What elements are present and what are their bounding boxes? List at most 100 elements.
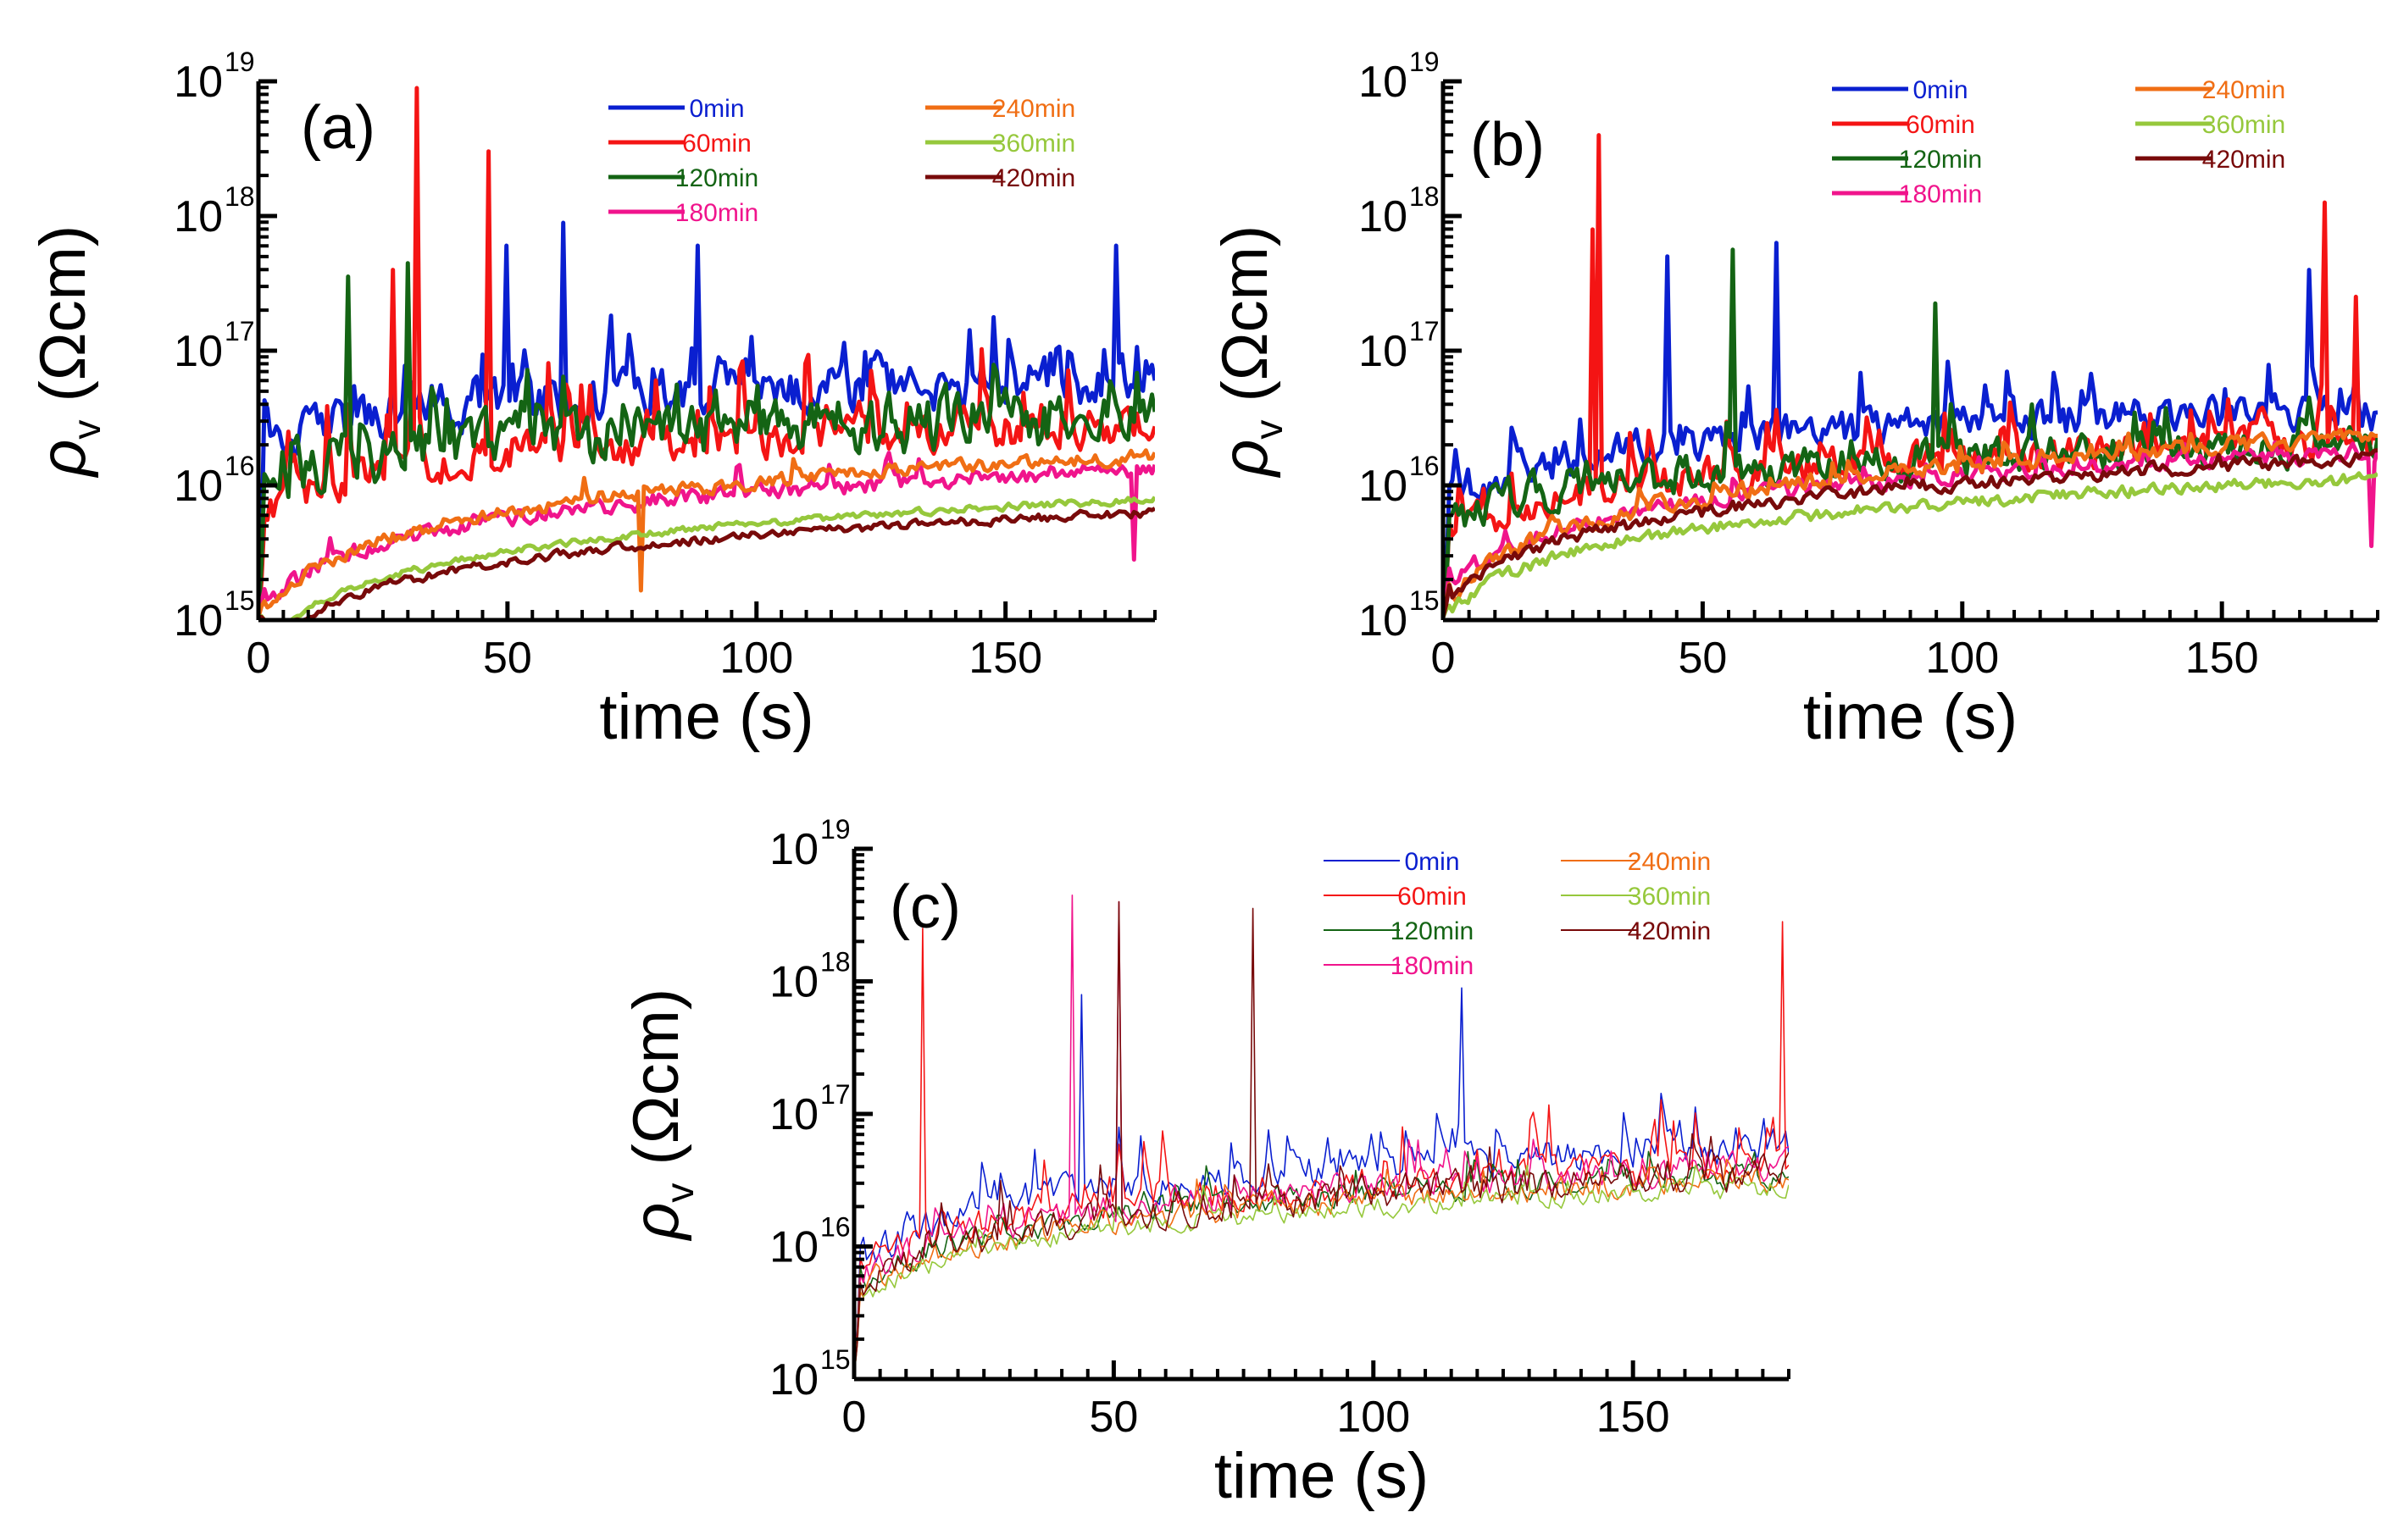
y-tick-exponent: 15	[1409, 585, 1440, 616]
y-tick-label: 10	[769, 1090, 819, 1139]
y-tick-exponent: 16	[820, 1212, 851, 1243]
y-tick-label: 10	[174, 192, 223, 241]
y-tick-exponent: 15	[225, 585, 255, 616]
legend-label: 0min	[1912, 76, 1968, 104]
y-tick-exponent: 18	[820, 947, 851, 978]
legend-label: 420min	[2202, 146, 2285, 174]
series-line-60min	[258, 86, 1155, 618]
x-tick-label: 150	[1596, 1393, 1670, 1442]
y-tick-label: 10	[1358, 327, 1407, 376]
legend-entry-360min: 360min	[1561, 883, 1711, 911]
x-axis-title: time (s)	[1803, 681, 2018, 753]
y-axis-title: ρv (Ωcm)	[27, 225, 108, 478]
series-lines	[258, 86, 1155, 620]
legend-entry-180min: 180min	[608, 199, 758, 227]
y-tick-label: 10	[769, 825, 819, 874]
legend-label: 120min	[1899, 146, 1982, 174]
y-tick-exponent: 15	[820, 1344, 851, 1375]
legend-label: 0min	[1404, 848, 1459, 876]
x-tick-label: 50	[483, 634, 532, 683]
series-line-420min	[854, 900, 1789, 1377]
series-line-240min	[258, 448, 1155, 618]
legend-entry-180min: 180min	[1324, 952, 1474, 980]
series-line-360min	[258, 496, 1155, 620]
y-tick-exponent: 19	[1409, 47, 1440, 77]
x-tick-label: 100	[1925, 634, 1999, 683]
legend-entry-0min: 0min	[608, 95, 745, 123]
y-tick-label: 10	[174, 58, 223, 107]
y-tick-label: 10	[769, 958, 819, 1007]
legend-entry-120min: 120min	[1832, 146, 1982, 174]
legend-entry-120min: 120min	[1324, 917, 1474, 945]
y-tick-exponent: 17	[1409, 316, 1440, 346]
x-tick-label: 150	[969, 634, 1042, 683]
legend-entry-240min: 240min	[1561, 848, 1711, 876]
y-tick-label: 10	[1358, 596, 1407, 645]
x-tick-label: 0	[842, 1393, 867, 1442]
legend: 0min 60min 120min 180min 240min 360min 420min	[608, 95, 1075, 227]
series-line-180min	[854, 895, 1789, 1377]
series-line-240min	[1443, 428, 2378, 618]
legend-entry-240min: 240min	[925, 95, 1075, 123]
x-tick-label: 50	[1089, 1393, 1138, 1442]
series-line-360min	[1443, 471, 2378, 618]
series-line-60min	[1443, 133, 2378, 618]
y-tick-exponent: 19	[820, 814, 851, 845]
legend-label: 360min	[992, 130, 1075, 158]
series-line-120min	[258, 261, 1155, 618]
legend-entry-60min: 60min	[1324, 883, 1467, 911]
legend-entry-360min: 360min	[2135, 111, 2285, 139]
legend: 0min 60min 120min 180min 240min 360min 420min	[1832, 76, 2285, 208]
legend-label: 360min	[2202, 111, 2285, 139]
x-tick-label: 0	[247, 634, 271, 683]
x-axis-title: time (s)	[599, 681, 813, 753]
legend-entry-120min: 120min	[608, 164, 758, 192]
legend-label: 240min	[2202, 76, 2285, 104]
y-tick-exponent: 17	[820, 1079, 851, 1110]
x-axis-title: time (s)	[1214, 1440, 1429, 1512]
series-line-180min	[1443, 440, 2378, 618]
legend-label: 240min	[992, 95, 1075, 123]
legend-entry-60min: 60min	[608, 130, 752, 158]
legend-label: 360min	[1628, 883, 1711, 911]
legend-entry-360min: 360min	[925, 130, 1075, 158]
y-tick-label: 10	[1358, 58, 1407, 107]
y-tick-label: 10	[174, 327, 223, 376]
legend: 0min 60min 120min 180min 240min 360min 420min	[1324, 848, 1711, 980]
x-tick-label: 100	[1336, 1393, 1410, 1442]
y-tick-exponent: 17	[225, 316, 255, 346]
legend-entry-180min: 180min	[1832, 180, 1982, 208]
series-line-120min	[854, 1150, 1789, 1377]
y-tick-exponent: 19	[225, 47, 255, 77]
y-tick-exponent: 16	[225, 451, 255, 481]
y-tick-label: 10	[174, 462, 223, 511]
legend-entry-420min: 420min	[925, 164, 1075, 192]
legend-label: 120min	[1391, 917, 1474, 945]
legend-label: 0min	[689, 95, 744, 123]
series-line-60min	[854, 921, 1789, 1377]
legend-label: 180min	[1899, 180, 1982, 208]
legend-label: 240min	[1628, 848, 1711, 876]
series-line-360min	[854, 1165, 1789, 1377]
y-axis-title: ρv (Ωcm)	[1209, 225, 1291, 478]
x-tick-label: 0	[1431, 634, 1456, 683]
x-tick-label: 100	[719, 634, 793, 683]
legend-label: 60min	[1906, 111, 1975, 139]
series-lines	[1443, 133, 2378, 618]
y-tick-label: 10	[1358, 192, 1407, 241]
panel-label: (c)	[890, 873, 961, 941]
legend-label: 180min	[1391, 952, 1474, 980]
y-tick-exponent: 18	[225, 181, 255, 212]
y-tick-label: 10	[769, 1223, 819, 1272]
panel-label: (a)	[301, 94, 375, 162]
y-tick-label: 10	[1358, 462, 1407, 511]
legend-label: 60min	[682, 130, 752, 158]
series-line-0min	[1443, 241, 2378, 618]
legend-entry-420min: 420min	[2135, 146, 2285, 174]
legend-label: 420min	[992, 164, 1075, 192]
legend-entry-0min: 0min	[1324, 848, 1460, 876]
series-line-120min	[1443, 247, 2378, 618]
legend-entry-240min: 240min	[2135, 76, 2285, 104]
